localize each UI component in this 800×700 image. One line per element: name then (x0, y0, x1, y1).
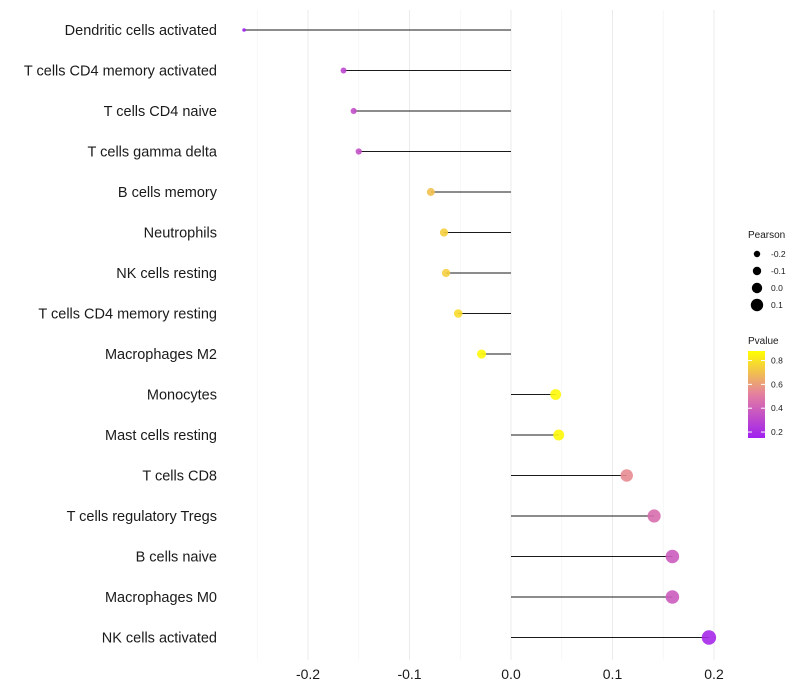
category-label: T cells gamma delta (88, 145, 218, 161)
x-tick-label: 0.1 (603, 666, 623, 682)
category-label: Macrophages M0 (105, 590, 217, 606)
colorbar-label: 0.6 (771, 379, 783, 389)
legend-size-label: 0.1 (771, 300, 783, 310)
legend-size-label: -0.2 (771, 249, 786, 259)
legend-size-dot (752, 266, 762, 276)
category-label: T cells regulatory Tregs (67, 509, 217, 525)
legend-pvalue-title: Pvalue (748, 336, 779, 347)
legend-pearson: Pearson -0.2 -0.1 0.0 0.1 (748, 230, 786, 312)
category-label: Neutrophils (144, 226, 217, 242)
data-point (665, 549, 680, 564)
data-point (553, 429, 565, 441)
points (242, 28, 717, 645)
legend-size-dot (750, 298, 764, 312)
data-point (355, 148, 362, 155)
grid-lines (256, 10, 715, 660)
legend-pvalue: Pvalue 0.2 0.4 0.6 0.8 (748, 336, 783, 438)
x-tick-label: -0.2 (296, 666, 320, 682)
colorbar-label: 0.8 (771, 356, 783, 366)
data-point (439, 228, 449, 237)
data-point (620, 469, 633, 482)
data-point (350, 107, 357, 115)
legend-size-dot (751, 282, 763, 294)
colorbar-label: 0.4 (771, 403, 783, 413)
legend-size-label: 0.0 (771, 283, 783, 293)
pvalue-colorbar (748, 351, 765, 438)
data-point (340, 67, 347, 74)
stems (244, 29, 709, 638)
category-labels: Dendritic cells activated T cells CD4 mem… (24, 23, 218, 647)
x-tick-label: 0.0 (501, 666, 521, 682)
legend-size-dot (753, 250, 761, 258)
category-label: T cells CD4 memory resting (38, 307, 217, 323)
data-point (701, 630, 717, 645)
data-point (550, 389, 562, 400)
category-label: NK cells activated (102, 631, 217, 647)
category-label: B cells naive (136, 550, 217, 566)
category-label: B cells memory (118, 185, 218, 201)
x-tick-label: -0.1 (397, 666, 421, 682)
colorbar-label: 0.2 (771, 427, 783, 437)
data-point (441, 268, 451, 278)
category-label: Macrophages M2 (105, 347, 217, 363)
category-label: Mast cells resting (105, 428, 217, 444)
category-label: NK cells resting (116, 266, 217, 282)
legend-size-label: -0.1 (771, 266, 786, 276)
category-label: Dendritic cells activated (65, 23, 217, 39)
data-point (647, 509, 661, 523)
data-point (477, 349, 487, 359)
data-point (453, 309, 463, 318)
category-label: T cells CD4 memory activated (24, 64, 217, 80)
data-point (242, 28, 246, 32)
x-tick-label: 0.2 (704, 666, 724, 682)
category-label: Monocytes (147, 388, 217, 404)
data-point (426, 188, 435, 196)
category-label: T cells CD4 naive (104, 104, 217, 120)
data-point (665, 590, 680, 604)
category-label: T cells CD8 (142, 469, 217, 485)
legend-pearson-title: Pearson (748, 230, 785, 241)
x-axis-ticks: -0.2 -0.1 0.0 0.1 0.2 (296, 666, 724, 682)
